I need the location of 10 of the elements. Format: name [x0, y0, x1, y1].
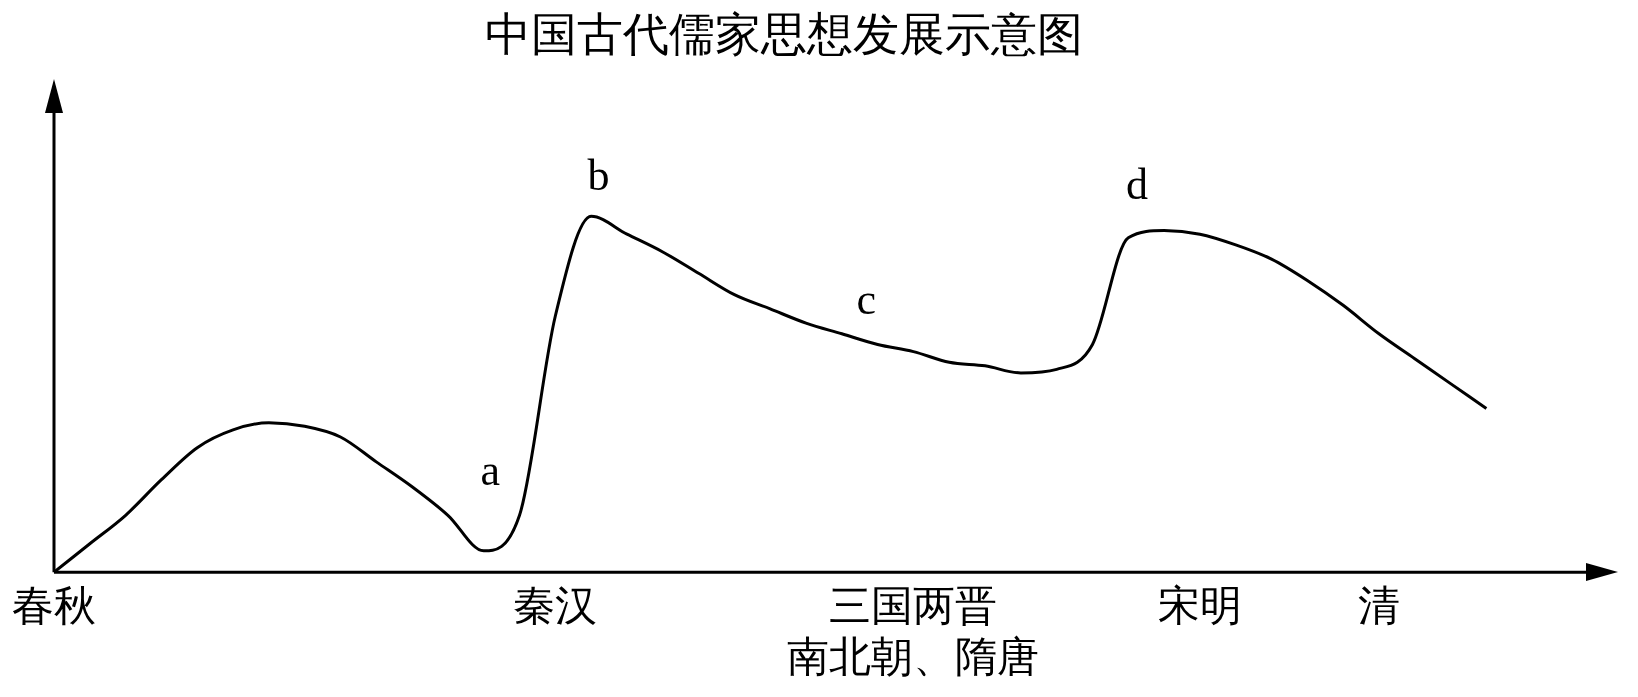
x-tick-label: 清 [1357, 583, 1400, 630]
x-tick-label: 宋明 [1157, 583, 1242, 630]
text: d [1125, 160, 1148, 210]
x-tick-label: 秦汉 [513, 583, 598, 630]
x-tick-label: 春秋 [12, 583, 96, 630]
chart-title: 中国古代儒家思想发展示意图 [485, 8, 1083, 60]
text: b [587, 150, 610, 200]
annotation: c [856, 275, 876, 325]
x-tick-label: 三国两晋南北朝、隋唐 [787, 583, 1040, 680]
annotation: a [480, 446, 500, 496]
